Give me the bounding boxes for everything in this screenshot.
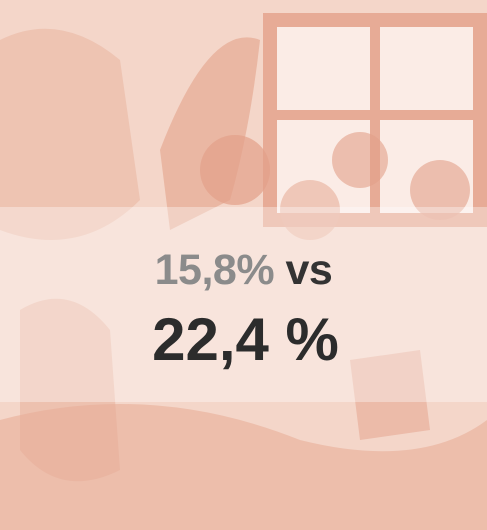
figure-head — [332, 132, 388, 188]
before-value: 15,8% — [155, 246, 274, 294]
after-value: 22,4 % — [0, 305, 487, 375]
comparison-line: 15,8% vs — [0, 244, 487, 296]
infographic: 15,8% vs 22,4 % — [0, 0, 487, 530]
figure-head — [200, 135, 270, 205]
connector: vs — [286, 246, 333, 294]
page: 15,8% vs 22,4 % (() => { const data = JS… — [0, 0, 487, 530]
